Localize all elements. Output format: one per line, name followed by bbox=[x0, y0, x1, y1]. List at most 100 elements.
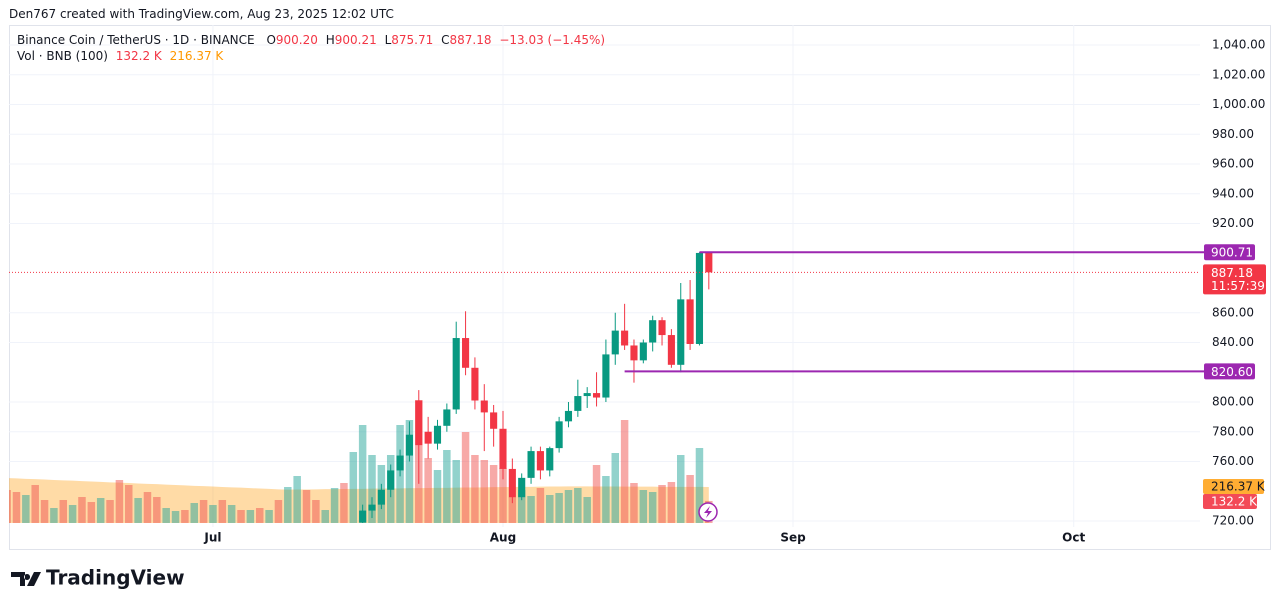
volume-ma-label: 216.37 K bbox=[1211, 479, 1266, 493]
candle-body bbox=[639, 342, 647, 361]
volume-bar bbox=[330, 488, 339, 523]
logo-mark bbox=[11, 572, 41, 586]
logo: TradingView bbox=[11, 566, 185, 590]
volume-bar bbox=[255, 508, 264, 523]
candle-body bbox=[621, 330, 629, 346]
volume-bar bbox=[59, 500, 68, 523]
volume-ma-value: 216.37 K bbox=[169, 49, 224, 63]
volume-bar bbox=[508, 497, 517, 523]
volume-bar bbox=[218, 500, 227, 523]
candle-body bbox=[555, 421, 563, 449]
last-price-label: 887.18 bbox=[1211, 266, 1253, 280]
y-tick-label: 960.00 bbox=[1212, 157, 1254, 171]
y-tick-label: 780.00 bbox=[1212, 424, 1254, 438]
volume-legend: Vol · BNB (100) 132.2 K 216.37 K bbox=[17, 49, 227, 63]
last-price-box bbox=[1203, 264, 1266, 295]
y-tick-label: 1,000.00 bbox=[1212, 97, 1265, 111]
open: 900.20 bbox=[275, 33, 318, 47]
candle-body bbox=[377, 489, 385, 505]
volume-bar bbox=[265, 510, 273, 523]
volume-bar bbox=[312, 500, 320, 523]
y-tick-label: 1,040.00 bbox=[1212, 38, 1265, 52]
candle-body bbox=[396, 455, 404, 471]
y-tick-label: 760.00 bbox=[1212, 454, 1254, 468]
volume-bar bbox=[443, 450, 451, 523]
volume-bar bbox=[237, 510, 245, 523]
candle-body bbox=[536, 451, 544, 471]
candle-body bbox=[452, 338, 460, 410]
o-label: O bbox=[266, 33, 276, 47]
volume-bar bbox=[368, 455, 376, 523]
volume-bar bbox=[630, 483, 638, 523]
volume-box bbox=[1203, 493, 1257, 509]
volume-bar bbox=[96, 498, 105, 523]
volume-bar bbox=[648, 492, 657, 523]
volume-bar bbox=[574, 488, 582, 523]
symbol: Binance Coin / TetherUS · 1D · BINANCE bbox=[17, 33, 255, 47]
volume-value: 132.2 K bbox=[115, 49, 162, 63]
volume-bar bbox=[583, 497, 591, 523]
candle-body bbox=[359, 510, 367, 523]
volume-bar bbox=[620, 420, 629, 523]
y-tick-label: 860.00 bbox=[1212, 305, 1254, 319]
y-tick-label: 800.00 bbox=[1212, 395, 1254, 409]
volume-bar bbox=[564, 490, 573, 523]
volume-bar bbox=[546, 495, 554, 523]
candle-body bbox=[611, 330, 619, 355]
candle-body bbox=[415, 400, 423, 446]
volume-bar bbox=[78, 497, 86, 523]
volume-bar bbox=[452, 460, 460, 523]
volume-bar bbox=[190, 503, 198, 523]
volume-bar bbox=[405, 420, 414, 523]
volume-bar bbox=[527, 496, 535, 523]
volume-bar bbox=[677, 455, 685, 523]
level-label-box bbox=[1204, 244, 1255, 261]
volume-bar bbox=[480, 460, 489, 523]
y-tick-label: 1,020.00 bbox=[1212, 67, 1265, 81]
candle-body bbox=[695, 252, 704, 344]
volume-bar bbox=[115, 480, 124, 523]
chart-frame bbox=[9, 25, 1271, 550]
candle-body bbox=[705, 252, 713, 273]
candle-body bbox=[677, 299, 685, 365]
volume-bar bbox=[31, 485, 39, 523]
candle-body bbox=[368, 504, 376, 511]
volume-bar bbox=[340, 483, 348, 523]
volume-ma-box bbox=[1203, 478, 1264, 494]
low: 875.71 bbox=[391, 33, 434, 47]
legend: Binance Coin / TetherUS · 1D · BINANCE O… bbox=[17, 33, 609, 47]
volume-bar bbox=[284, 487, 292, 523]
volume-bar bbox=[199, 500, 208, 523]
level-label: 820.60 bbox=[1211, 365, 1253, 379]
volume-bar bbox=[321, 510, 329, 523]
volume-bar bbox=[181, 510, 189, 523]
candle-body bbox=[433, 425, 442, 444]
volume-bar bbox=[293, 476, 301, 523]
volume-bar bbox=[695, 448, 704, 523]
volume-title: Vol · BNB (100) bbox=[17, 49, 108, 63]
c-label: C bbox=[441, 33, 450, 47]
y-tick-label: 940.00 bbox=[1212, 186, 1254, 200]
volume-bar bbox=[302, 490, 311, 523]
candle-body bbox=[592, 393, 601, 398]
y-tick-label: 840.00 bbox=[1212, 335, 1254, 349]
y-tick-label: 920.00 bbox=[1212, 216, 1254, 230]
candle-body bbox=[518, 477, 526, 498]
volume-label: 132.2 K bbox=[1211, 494, 1258, 508]
volume-bar bbox=[536, 488, 545, 523]
volume-bar bbox=[9, 490, 11, 523]
candle-body bbox=[602, 354, 610, 398]
l-label: L bbox=[384, 33, 392, 47]
high: 900.21 bbox=[334, 33, 377, 47]
volume-bar bbox=[555, 493, 563, 523]
candle-body bbox=[583, 393, 591, 397]
candle-body bbox=[462, 338, 470, 368]
volume-bar bbox=[667, 482, 676, 523]
header: Den767 created with TradingView.com, Aug… bbox=[9, 7, 394, 21]
candle-body bbox=[527, 451, 535, 478]
volume-bar bbox=[106, 500, 114, 523]
volume-bar bbox=[143, 492, 152, 523]
volume-bar bbox=[424, 458, 432, 523]
